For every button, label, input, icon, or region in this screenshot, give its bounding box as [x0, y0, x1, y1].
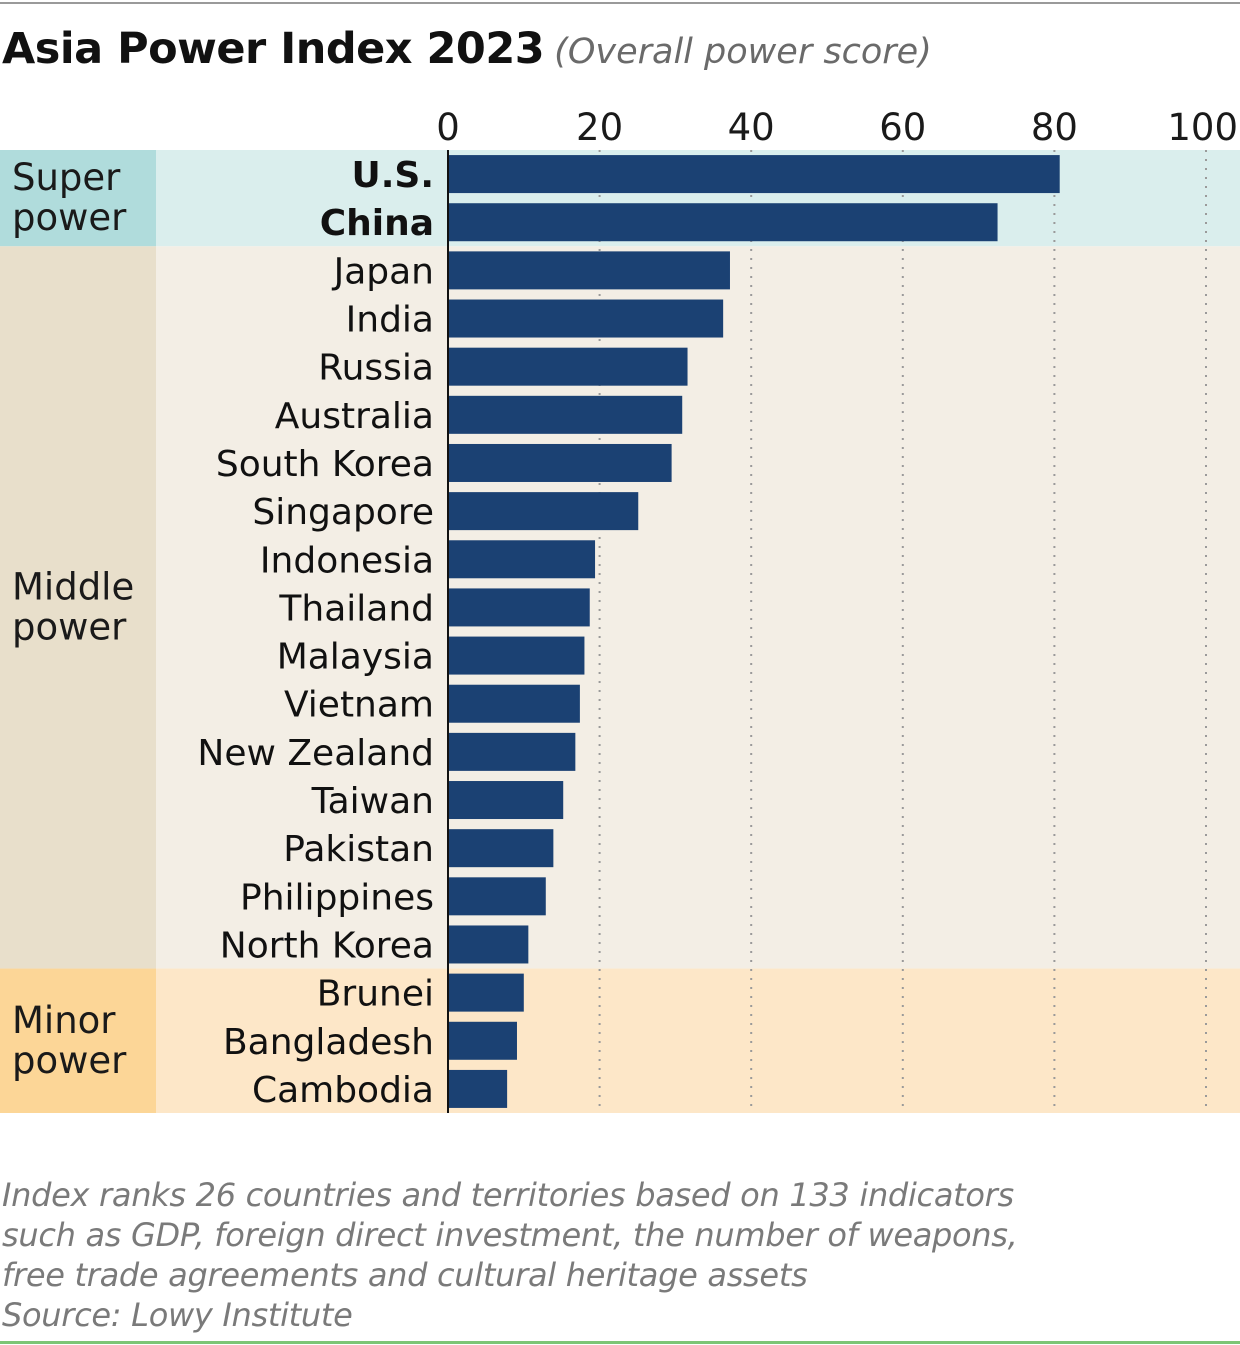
- bar-india: [448, 299, 724, 338]
- bar-china: [448, 203, 998, 242]
- footnote-line-2: such as GDP, foreign direct investment, …: [2, 1216, 1018, 1254]
- category-label-pakistan: Pakistan: [283, 829, 434, 870]
- category-label-thailand: Thailand: [278, 588, 434, 629]
- title-row: Asia Power Index 2023 (Overall power scor…: [2, 24, 932, 74]
- group-tab-minor-power: [0, 968, 156, 1113]
- x-tick-label-0: 0: [436, 106, 460, 149]
- bar-russia: [448, 347, 688, 386]
- group-label-super-power-line-2: power: [12, 196, 127, 239]
- x-tick-label-20: 20: [576, 106, 623, 149]
- category-label-new-zealand: New Zealand: [197, 733, 434, 774]
- bar-taiwan: [448, 781, 564, 820]
- x-tick-label-80: 80: [1031, 106, 1078, 149]
- source-note: Source: Lowy Institute: [2, 1296, 353, 1334]
- top-rule: [0, 2, 1240, 4]
- category-label-u-s: U.S.: [351, 155, 434, 196]
- bar-u-s: [448, 155, 1060, 194]
- bar-brunei: [448, 973, 524, 1012]
- category-label-south-korea: South Korea: [216, 444, 434, 485]
- x-tick-label-100: 100: [1167, 106, 1238, 149]
- footnote-line-1: Index ranks 26 countries and territories…: [2, 1176, 1014, 1214]
- bar-cambodia: [448, 1069, 508, 1108]
- bar-vietnam: [448, 684, 580, 723]
- chart-title: Asia Power Index 2023: [2, 24, 545, 74]
- category-label-brunei: Brunei: [317, 974, 434, 1015]
- footnote-line-3: free trade agreements and cultural herit…: [2, 1256, 808, 1294]
- category-label-north-korea: North Korea: [220, 925, 434, 966]
- category-label-indonesia: Indonesia: [260, 540, 434, 581]
- bar-north-korea: [448, 925, 529, 964]
- x-tick-label-60: 60: [879, 106, 926, 149]
- group-label-super-power-line-1: Super: [12, 156, 121, 199]
- group-label-middle-power-line-2: power: [12, 605, 127, 648]
- category-label-australia: Australia: [275, 396, 434, 437]
- group-label-middle-power-line-1: Middle: [12, 565, 134, 608]
- bar-malaysia: [448, 636, 585, 675]
- bar-south-korea: [448, 443, 672, 482]
- group-tab-super-power: [0, 150, 156, 247]
- category-label-vietnam: Vietnam: [284, 685, 434, 726]
- bar-australia: [448, 395, 683, 434]
- category-label-japan: Japan: [332, 251, 434, 292]
- bar-thailand: [448, 588, 590, 627]
- bar-pakistan: [448, 829, 554, 868]
- group-tab-middle-power: [0, 246, 156, 969]
- category-label-taiwan: Taiwan: [311, 781, 434, 822]
- category-label-malaysia: Malaysia: [277, 637, 434, 678]
- category-label-singapore: Singapore: [252, 492, 434, 533]
- group-label-minor-power-line-2: power: [12, 1039, 127, 1082]
- group-band-minor-power: [156, 968, 1240, 1113]
- group-band-middle-power: [156, 246, 1240, 969]
- category-label-russia: Russia: [318, 348, 434, 389]
- category-label-cambodia: Cambodia: [252, 1070, 434, 1111]
- category-label-philippines: Philippines: [240, 877, 434, 918]
- bar-philippines: [448, 877, 546, 916]
- bar-indonesia: [448, 540, 596, 579]
- x-tick-label-40: 40: [728, 106, 775, 149]
- bar-new-zealand: [448, 732, 576, 771]
- chart-subtitle: (Overall power score): [554, 32, 932, 72]
- category-label-china: China: [320, 203, 434, 244]
- bottom-rule: [0, 1341, 1240, 1344]
- bar-japan: [448, 251, 730, 290]
- category-label-india: India: [346, 300, 434, 341]
- bar-singapore: [448, 492, 639, 531]
- bar-bangladesh: [448, 1021, 517, 1060]
- group-label-minor-power-line-1: Minor: [12, 999, 116, 1042]
- category-label-bangladesh: Bangladesh: [223, 1022, 434, 1063]
